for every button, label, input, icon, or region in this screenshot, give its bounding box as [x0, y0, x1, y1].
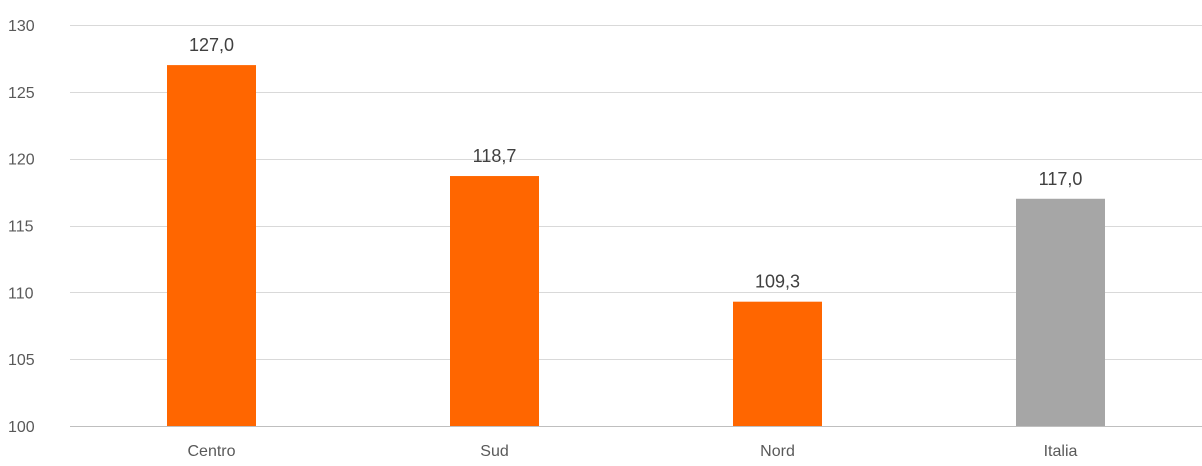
category-label-nord: Nord — [760, 443, 795, 460]
data-labels: 127,0 118,7 109,3 117,0 — [189, 35, 1082, 292]
category-label-italia: Italia — [1044, 443, 1078, 460]
data-label-italia: 117,0 — [1039, 169, 1083, 189]
y-tick-label: 110 — [8, 285, 34, 302]
y-tick-label: 125 — [8, 85, 35, 102]
y-tick-label: 115 — [8, 219, 34, 236]
category-label-centro: Centro — [187, 443, 235, 460]
data-label-sud: 118,7 — [473, 146, 517, 166]
y-tick-label: 120 — [8, 152, 35, 169]
y-axis-tick-labels: 100 105 110 115 120 125 130 — [8, 18, 35, 436]
y-tick-label: 100 — [8, 419, 35, 436]
bars — [167, 65, 1105, 426]
bar-italia — [1016, 198, 1105, 426]
x-axis-category-labels: Centro Sud Nord Italia — [187, 443, 1077, 460]
category-label-sud: Sud — [480, 443, 508, 460]
bar-centro — [167, 65, 256, 426]
data-label-nord: 109,3 — [755, 272, 800, 292]
y-tick-label: 130 — [8, 18, 35, 35]
data-label-centro: 127,0 — [189, 35, 234, 55]
bar-nord — [733, 301, 822, 426]
y-tick-label: 105 — [8, 352, 35, 369]
gridlines — [70, 25, 1202, 427]
bar-sud — [450, 176, 539, 426]
